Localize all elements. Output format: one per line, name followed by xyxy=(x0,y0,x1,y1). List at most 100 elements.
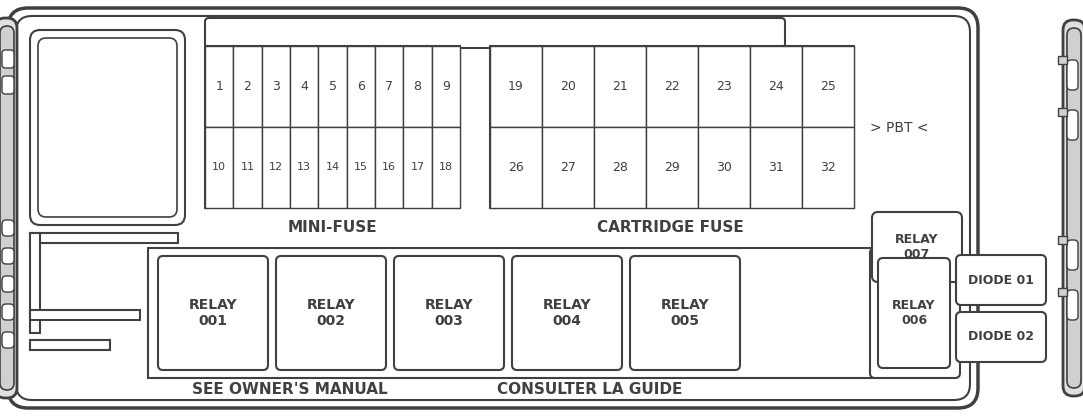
FancyBboxPatch shape xyxy=(0,26,14,390)
Text: 4: 4 xyxy=(300,80,308,93)
Bar xyxy=(751,127,803,208)
FancyBboxPatch shape xyxy=(870,248,960,378)
Bar xyxy=(347,46,375,127)
Text: 5: 5 xyxy=(328,80,337,93)
Bar xyxy=(1058,56,1067,64)
Bar xyxy=(205,127,233,208)
Text: 16: 16 xyxy=(382,163,396,173)
Text: MINI-FUSE: MINI-FUSE xyxy=(287,221,377,235)
Bar xyxy=(290,46,318,127)
Text: 6: 6 xyxy=(357,80,365,93)
Bar xyxy=(1058,288,1067,296)
FancyBboxPatch shape xyxy=(1067,28,1081,388)
Text: 3: 3 xyxy=(272,80,279,93)
Text: 14: 14 xyxy=(325,163,340,173)
FancyBboxPatch shape xyxy=(1067,60,1078,90)
Bar xyxy=(1058,236,1067,244)
Bar xyxy=(403,46,432,127)
Bar xyxy=(375,46,403,127)
Text: 1: 1 xyxy=(216,80,223,93)
Text: CARTRIDGE FUSE: CARTRIDGE FUSE xyxy=(597,221,743,235)
Bar xyxy=(403,127,432,208)
Text: DIODE 01: DIODE 01 xyxy=(968,273,1034,286)
FancyBboxPatch shape xyxy=(956,255,1046,305)
Bar xyxy=(699,46,751,127)
Bar xyxy=(262,127,290,208)
Text: 19: 19 xyxy=(508,80,524,93)
FancyBboxPatch shape xyxy=(30,30,185,225)
FancyBboxPatch shape xyxy=(0,18,17,398)
FancyBboxPatch shape xyxy=(1067,290,1078,320)
Bar xyxy=(542,46,593,127)
Text: CONSULTER LA GUIDE: CONSULTER LA GUIDE xyxy=(497,382,682,398)
Text: DIODE 02: DIODE 02 xyxy=(968,331,1034,344)
Bar xyxy=(262,46,290,127)
Text: 10: 10 xyxy=(212,163,226,173)
Text: 12: 12 xyxy=(269,163,283,173)
Text: 15: 15 xyxy=(354,163,368,173)
Text: 32: 32 xyxy=(820,161,836,174)
Bar xyxy=(490,46,854,208)
Text: 25: 25 xyxy=(820,80,836,93)
Bar xyxy=(1058,108,1067,116)
Text: 13: 13 xyxy=(297,163,311,173)
Text: 21: 21 xyxy=(612,80,628,93)
FancyBboxPatch shape xyxy=(872,212,962,282)
Bar xyxy=(803,127,854,208)
Text: 27: 27 xyxy=(560,161,576,174)
Bar xyxy=(699,127,751,208)
Text: 2: 2 xyxy=(244,80,251,93)
FancyBboxPatch shape xyxy=(394,256,504,370)
Bar xyxy=(318,46,347,127)
Text: RELAY
007: RELAY 007 xyxy=(896,233,939,261)
Text: 23: 23 xyxy=(716,80,732,93)
FancyBboxPatch shape xyxy=(2,304,14,320)
Text: 22: 22 xyxy=(664,80,680,93)
FancyBboxPatch shape xyxy=(2,220,14,236)
Bar xyxy=(490,127,542,208)
Bar xyxy=(542,127,593,208)
Bar xyxy=(30,310,140,320)
Bar xyxy=(233,127,262,208)
Bar xyxy=(347,127,375,208)
FancyBboxPatch shape xyxy=(8,8,978,408)
Text: > PBT <: > PBT < xyxy=(870,121,928,135)
Text: RELAY
004: RELAY 004 xyxy=(543,298,591,328)
FancyBboxPatch shape xyxy=(1067,110,1078,140)
Bar xyxy=(432,127,460,208)
FancyBboxPatch shape xyxy=(956,312,1046,362)
Bar xyxy=(490,46,542,127)
Bar xyxy=(375,127,403,208)
FancyBboxPatch shape xyxy=(1067,240,1078,270)
Bar xyxy=(30,233,178,243)
Text: 18: 18 xyxy=(439,163,453,173)
Text: 31: 31 xyxy=(768,161,784,174)
Text: RELAY
006: RELAY 006 xyxy=(892,299,936,327)
Bar xyxy=(233,46,262,127)
Text: RELAY
002: RELAY 002 xyxy=(306,298,355,328)
FancyBboxPatch shape xyxy=(512,256,622,370)
FancyBboxPatch shape xyxy=(2,76,14,94)
FancyBboxPatch shape xyxy=(2,50,14,68)
Bar xyxy=(205,46,460,208)
Bar xyxy=(290,127,318,208)
Text: 9: 9 xyxy=(442,80,449,93)
FancyBboxPatch shape xyxy=(1064,20,1083,396)
FancyBboxPatch shape xyxy=(16,16,970,400)
Text: RELAY
001: RELAY 001 xyxy=(188,298,237,328)
Bar xyxy=(30,340,110,350)
Bar xyxy=(148,248,878,378)
Bar xyxy=(205,46,233,127)
FancyBboxPatch shape xyxy=(878,258,950,368)
Text: 20: 20 xyxy=(560,80,576,93)
FancyBboxPatch shape xyxy=(205,18,785,48)
Bar xyxy=(645,46,699,127)
Text: 29: 29 xyxy=(664,161,680,174)
Bar xyxy=(30,233,40,333)
FancyBboxPatch shape xyxy=(276,256,386,370)
Text: 11: 11 xyxy=(240,163,255,173)
FancyBboxPatch shape xyxy=(2,332,14,348)
Text: 8: 8 xyxy=(414,80,421,93)
Bar xyxy=(645,127,699,208)
FancyBboxPatch shape xyxy=(38,38,177,217)
